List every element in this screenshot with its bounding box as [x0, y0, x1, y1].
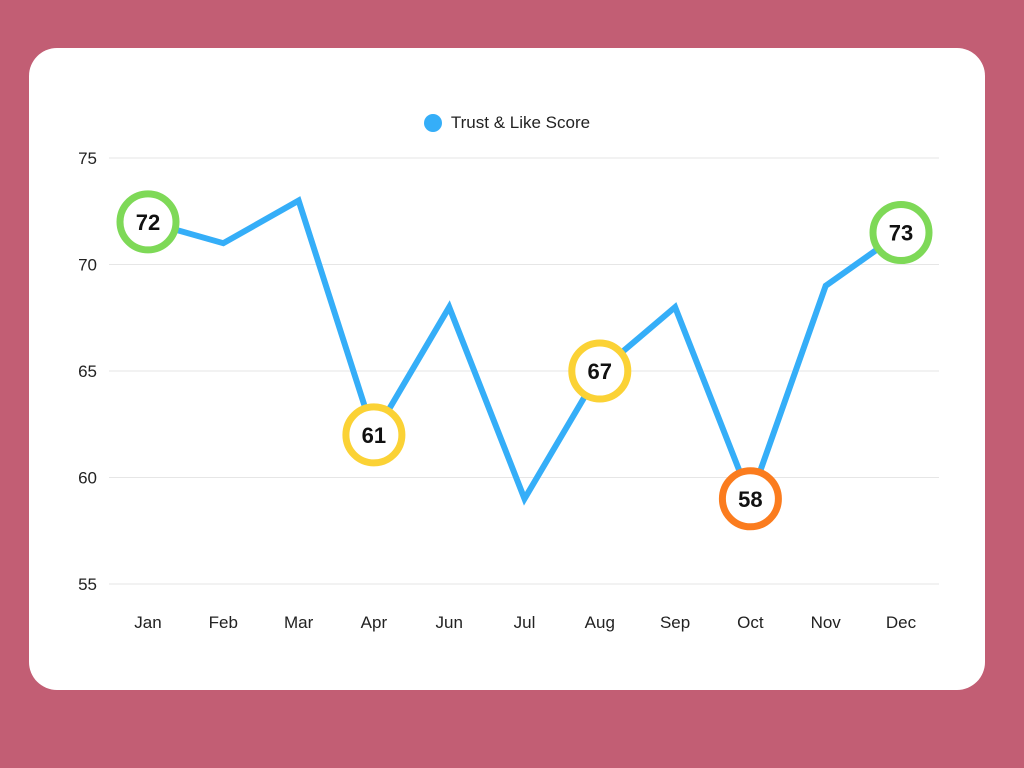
x-tick-label: Feb — [209, 613, 238, 632]
x-tick-label: Oct — [737, 613, 764, 632]
y-tick-label: 60 — [78, 469, 97, 488]
badge-value: 61 — [362, 423, 386, 448]
y-tick-label: 75 — [78, 149, 97, 168]
series — [145, 196, 904, 508]
y-tick-label: 55 — [78, 575, 97, 594]
badge-value: 67 — [588, 359, 612, 384]
data-point-badge: 61 — [342, 403, 406, 467]
x-tick-label: Jun — [435, 613, 462, 632]
grid — [109, 157, 939, 585]
x-tick-label: Jan — [134, 613, 161, 632]
y-tick-label: 70 — [78, 256, 97, 275]
badge-ring — [869, 201, 933, 265]
annotations: 72 61 67 58 73 — [116, 190, 933, 531]
y-tick-label: 65 — [78, 362, 97, 381]
legend-marker — [423, 114, 442, 132]
y-axis: 75 70 65 60 55 — [78, 149, 97, 594]
badge-ring — [116, 190, 180, 254]
x-tick-label: Apr — [361, 613, 388, 632]
x-axis: Jan Feb Mar Apr Jun Jul Aug Sep Oct Nov Dec — [134, 613, 916, 632]
x-tick-label: Aug — [585, 613, 615, 632]
line-chart: 75 70 65 60 55 Jan Feb Mar Apr Jun Jul Aug Sep Oct No… — [78, 149, 939, 632]
data-point-badge: 67 — [568, 339, 632, 403]
badge-value: 72 — [136, 210, 160, 235]
x-tick-label: Mar — [284, 613, 314, 632]
legend-label: Trust & Like Score — [450, 113, 591, 132]
series-line — [145, 196, 904, 508]
legend: Trust & Like Score — [29, 113, 985, 133]
x-tick-label: Sep — [660, 613, 690, 632]
chart-card: Trust & Like Score 75 70 65 60 55 Jan Feb Mar A… — [29, 48, 985, 690]
x-tick-label: Jul — [514, 613, 536, 632]
badge-value: 73 — [889, 221, 913, 246]
badge-ring — [718, 467, 782, 531]
data-point-badge: 73 — [869, 201, 933, 265]
badge-ring — [568, 339, 632, 403]
x-tick-label: Dec — [886, 613, 917, 632]
badge-value: 58 — [738, 487, 762, 512]
x-tick-label: Nov — [811, 613, 842, 632]
data-point-badge: 58 — [718, 467, 782, 531]
badge-ring — [342, 403, 406, 467]
data-point-badge: 72 — [116, 190, 180, 254]
